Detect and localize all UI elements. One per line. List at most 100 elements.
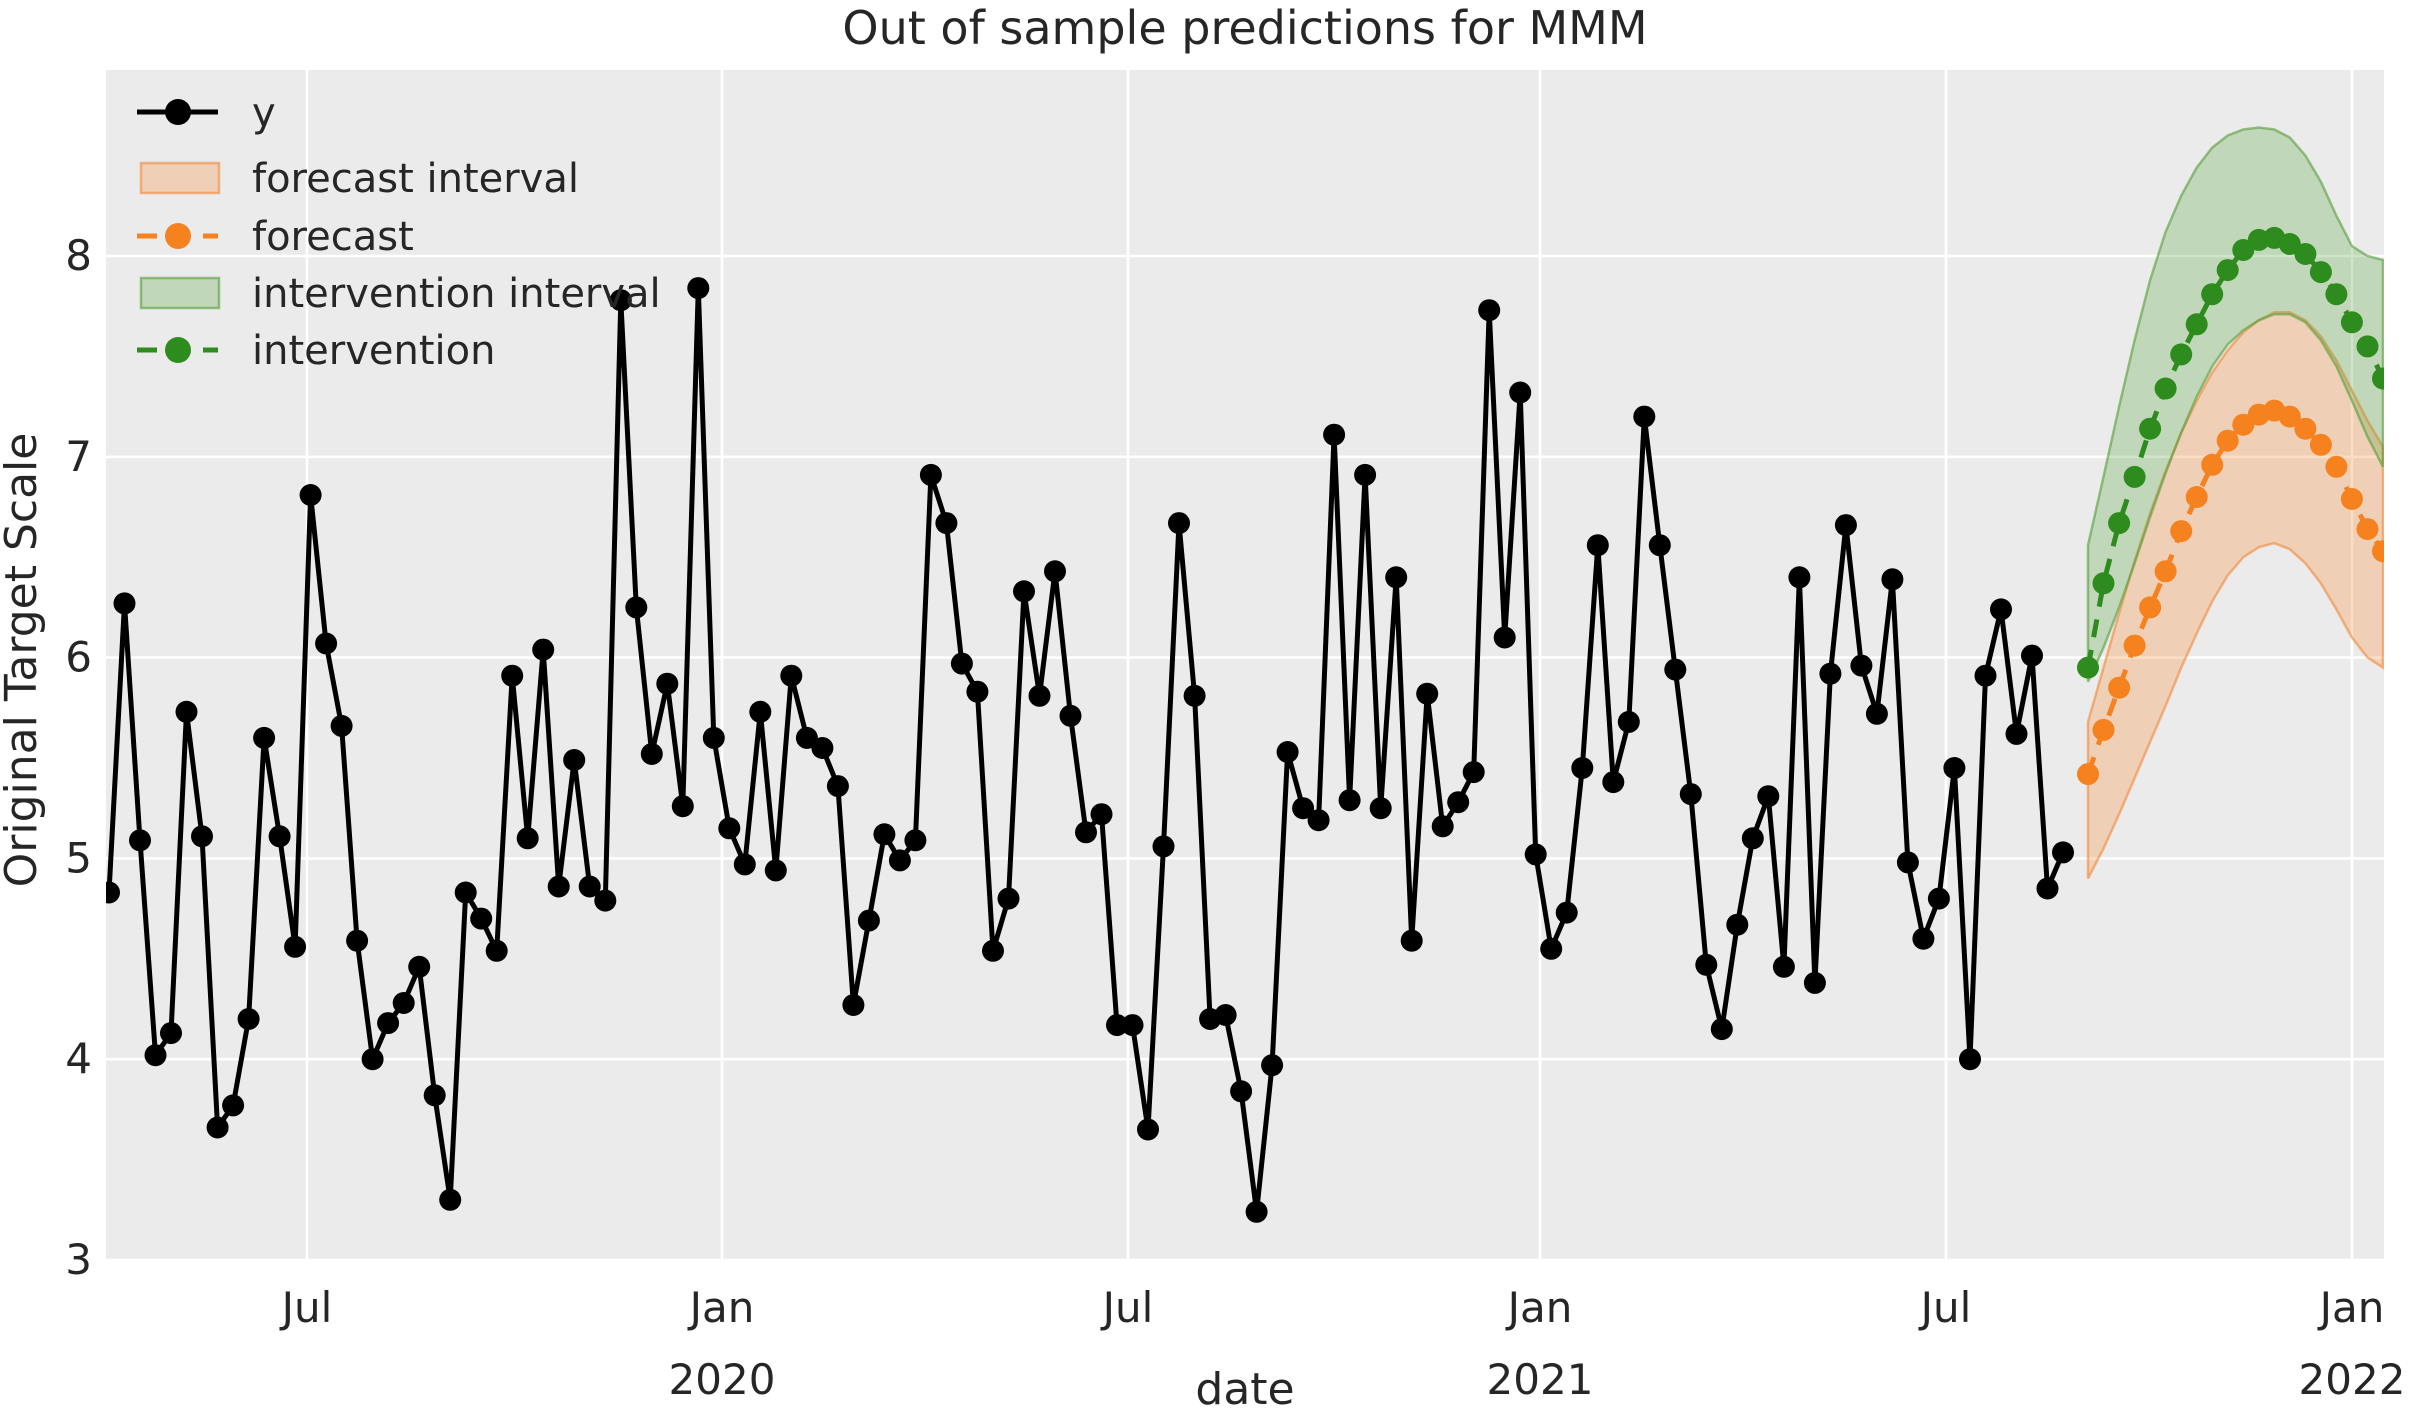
y-point	[1447, 791, 1470, 814]
y-point	[129, 829, 151, 852]
y-point	[1400, 929, 1423, 952]
intervention-series	[2077, 226, 2384, 679]
y-point	[1323, 423, 1346, 446]
intervention-point	[2201, 283, 2224, 306]
legend-item-y: y	[137, 90, 276, 136]
y-point	[1059, 704, 1082, 727]
y-point	[1013, 580, 1035, 603]
y-point	[687, 277, 710, 300]
y-point	[1261, 1054, 1284, 1077]
y-point	[191, 825, 213, 848]
intervention-point	[2340, 311, 2363, 334]
forecast-point	[2325, 455, 2348, 478]
intervention-point	[2372, 367, 2384, 390]
y-point	[268, 825, 291, 848]
y-point	[470, 907, 493, 930]
y-point	[532, 638, 555, 661]
y-point	[656, 672, 679, 695]
y-point	[1524, 843, 1547, 866]
intervention-point	[2170, 343, 2193, 366]
y-point	[733, 853, 756, 876]
plot-area	[106, 70, 2384, 1260]
x-tick-year: 2021	[1487, 1355, 1594, 1404]
y-point	[377, 1012, 400, 1035]
y-point	[175, 700, 198, 723]
y-point	[222, 1094, 245, 1117]
y-point	[904, 829, 927, 852]
y-point	[1959, 1048, 1981, 1071]
forecast-point	[2139, 596, 2162, 619]
y-point	[346, 929, 369, 952]
y-point	[253, 726, 276, 749]
forecast-point	[2294, 417, 2317, 440]
x-tick-label: Jul	[1100, 1283, 1154, 1332]
y-point	[1788, 566, 1811, 589]
y-point	[1772, 955, 1795, 978]
y-point	[1183, 684, 1206, 707]
y-point	[1865, 702, 1888, 725]
y-point	[2036, 877, 2059, 900]
y-tick-label: 5	[65, 833, 92, 882]
intervention-point	[2325, 283, 2348, 306]
y-point	[1803, 971, 1826, 994]
intervention-interval-band	[2086, 126, 2384, 683]
y-tick-label: 8	[65, 231, 92, 280]
y-point	[1540, 937, 1563, 960]
y-axis-ticks: 3 4 5 6 7 8	[65, 231, 92, 1284]
y-point	[1493, 626, 1516, 649]
legend-label: y	[252, 90, 276, 136]
y-tick-label: 3	[65, 1235, 92, 1284]
forecast-point	[2154, 560, 2177, 583]
y-point	[842, 994, 865, 1016]
y-point	[408, 955, 431, 978]
y-point	[578, 875, 601, 898]
y-point	[330, 714, 353, 737]
y-point	[1168, 512, 1190, 535]
y-point	[919, 463, 942, 486]
y-point	[1276, 741, 1299, 763]
y-point	[2021, 644, 2043, 667]
y-point	[1819, 662, 1842, 685]
y-point	[284, 935, 307, 958]
y-point	[1586, 534, 1609, 557]
y-point	[873, 823, 896, 846]
y-point	[982, 939, 1004, 962]
intervention-point	[2154, 377, 2177, 400]
y-series	[106, 277, 2074, 1223]
y-point	[454, 881, 477, 904]
legend-item-forecast-interval: forecast interval	[139, 156, 579, 202]
intervention-point	[2278, 233, 2301, 255]
y-point	[1121, 1014, 1144, 1037]
forecast interval-swatch	[139, 161, 221, 195]
y-point	[1044, 560, 1066, 583]
y-point	[1679, 783, 1702, 806]
x-tick-label: Jul	[1918, 1283, 1972, 1332]
y-point	[1214, 1004, 1237, 1026]
y-point	[1757, 785, 1780, 808]
y-axis-label: Original Target Scale	[0, 433, 47, 888]
y-point	[485, 939, 508, 962]
y-point	[1106, 1014, 1128, 1037]
x-tick-label: Jan	[687, 1283, 755, 1332]
y-point	[315, 632, 338, 655]
y-point	[1152, 835, 1175, 858]
intervention-marker-sample	[165, 337, 191, 363]
y-tick-label: 6	[65, 633, 92, 682]
legend-label: intervention interval	[252, 271, 661, 317]
y-point	[1090, 803, 1113, 826]
y-point	[1416, 682, 1439, 705]
intervention-point	[2185, 313, 2208, 336]
legend-label: forecast interval	[252, 156, 579, 202]
legend: y forecast interval forecast intervention i…	[137, 90, 661, 374]
y-point	[997, 887, 1020, 910]
y-point	[857, 909, 880, 932]
y-point	[780, 664, 803, 687]
y-point	[966, 680, 989, 703]
y-point	[1943, 757, 1966, 779]
forecast-point	[2108, 676, 2131, 699]
y-point	[1695, 953, 1718, 976]
forecast-point	[2372, 540, 2384, 563]
y-point	[1602, 771, 1625, 794]
y-point	[516, 827, 539, 850]
